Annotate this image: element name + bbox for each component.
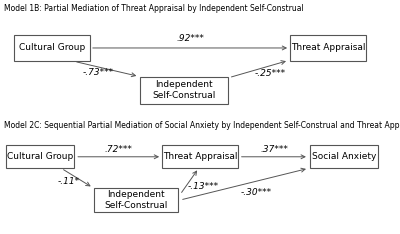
Bar — [140, 77, 228, 103]
Bar — [310, 145, 378, 168]
Text: Model 2C: Sequential Partial Mediation of Social Anxiety by Independent Self-Con: Model 2C: Sequential Partial Mediation o… — [4, 121, 400, 129]
Bar — [94, 188, 178, 212]
Text: Independent
Self-Construal: Independent Self-Construal — [104, 190, 168, 210]
Bar — [290, 34, 366, 61]
Text: Cultural Group: Cultural Group — [19, 44, 85, 52]
Text: -.25***: -.25*** — [254, 69, 286, 77]
Text: Cultural Group: Cultural Group — [7, 152, 73, 161]
Text: .92***: .92*** — [176, 34, 204, 43]
Text: -.30***: -.30*** — [240, 188, 272, 197]
Text: -.13***: -.13*** — [187, 182, 218, 190]
Text: Independent
Self-Construal: Independent Self-Construal — [152, 80, 216, 100]
Text: Threat Appraisal: Threat Appraisal — [163, 152, 237, 161]
Text: -.73***: -.73*** — [82, 68, 114, 77]
Text: -.11*: -.11* — [58, 177, 80, 186]
Text: Threat Appraisal: Threat Appraisal — [291, 44, 365, 52]
Text: Model 1B: Partial Mediation of Threat Appraisal by Independent Self-Construal: Model 1B: Partial Mediation of Threat Ap… — [4, 4, 304, 12]
Text: Social Anxiety: Social Anxiety — [312, 152, 376, 161]
Bar — [14, 34, 90, 61]
Bar — [162, 145, 238, 168]
Bar — [6, 145, 74, 168]
Text: .72***: .72*** — [104, 145, 132, 154]
Text: .37***: .37*** — [260, 145, 288, 154]
